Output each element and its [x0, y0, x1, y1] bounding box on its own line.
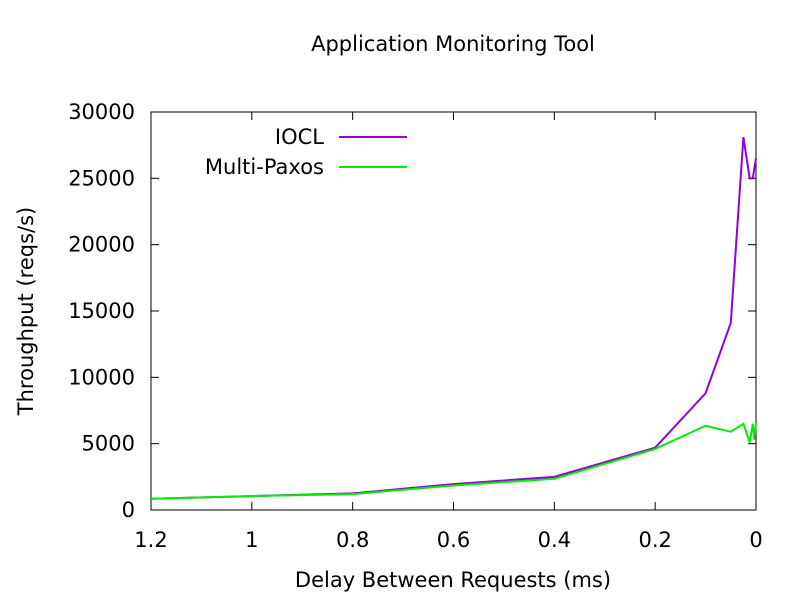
x-tick-label: 0.6: [437, 528, 470, 552]
x-tick-label: 1.2: [134, 528, 167, 552]
x-tick-label: 1: [245, 528, 258, 552]
chart-title: Application Monitoring Tool: [311, 32, 595, 56]
y-tick-label: 20000: [68, 233, 135, 257]
x-tick-label: 0.4: [538, 528, 571, 552]
y-tick-label: 0: [122, 498, 135, 522]
y-axis-label: Throughput (reqs/s): [14, 207, 38, 416]
y-tick-label: 15000: [68, 299, 135, 323]
series-line-multi-paxos: [150, 422, 757, 500]
y-tick-label: 10000: [68, 365, 135, 389]
series-group: [150, 137, 757, 500]
x-axis-label: Delay Between Requests (ms): [295, 568, 611, 592]
y-tick-label: 30000: [68, 100, 135, 124]
x-tick-label: 0.8: [336, 528, 369, 552]
y-axis: 0 5000 10000 15000 20000 25000 30000: [68, 100, 756, 522]
x-tick-label: 0: [749, 528, 762, 552]
x-axis: 1.2 1 0.8 0.6 0.4 0.2 0: [134, 112, 763, 552]
legend: IOCL Multi-Paxos: [205, 125, 407, 179]
legend-label: IOCL: [275, 125, 324, 149]
y-tick-label: 25000: [68, 166, 135, 190]
y-tick-label: 5000: [82, 432, 135, 456]
legend-label: Multi-Paxos: [205, 155, 324, 179]
x-tick-label: 0.2: [638, 528, 671, 552]
